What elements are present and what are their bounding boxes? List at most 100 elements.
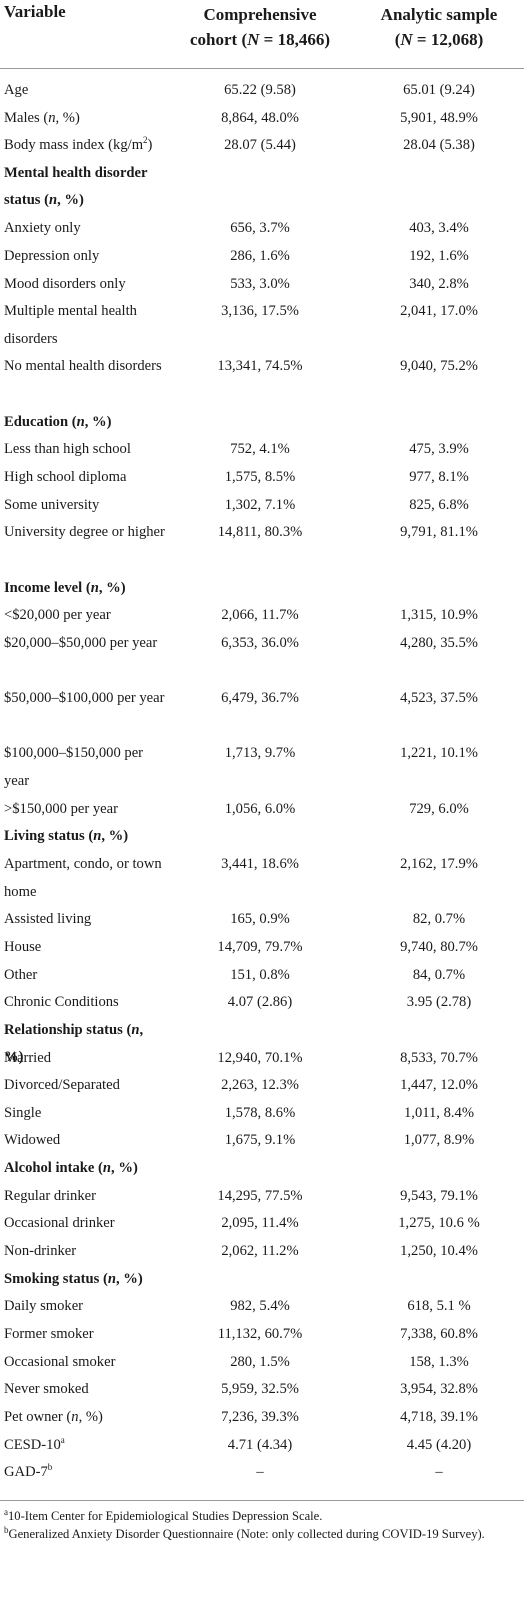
section-heading-row: Alcohol intake (n, %) xyxy=(0,1155,524,1183)
comprehensive-cohort-value: 752, 4.1% xyxy=(230,441,290,458)
table-row: >$150,000 per year 1,056, 6.0% 729, 6.0% xyxy=(0,796,524,824)
row-label: Regular drinker xyxy=(4,1187,96,1204)
table-row: Occasional smoker 280, 1.5% 158, 1.3% xyxy=(0,1349,524,1377)
comprehensive-cohort-value: 8,864, 48.0% xyxy=(221,109,299,126)
comprehensive-cohort-value: 4.71 (4.34) xyxy=(227,1436,293,1453)
analytic-sample-value: 2,041, 17.0% xyxy=(400,303,478,320)
table-body: Age 65.22 (9.58) 65.01 (9.24) Males (n, %) 8… xyxy=(0,77,524,1487)
table-row: Body mass index (kg/m2) 28.07 (5.44) 28.04… xyxy=(0,132,524,160)
row-label: >$150,000 per year xyxy=(4,800,118,817)
row-label: Less than high school xyxy=(4,441,131,458)
analytic-sample-value: 618, 5.1 % xyxy=(407,1298,471,1315)
table-row: Less than high school 752, 4.1% 475, 3.9% xyxy=(0,436,524,464)
row-label: Non-drinker xyxy=(4,1243,77,1260)
section-heading-row: Relationship status (n, %) xyxy=(0,1017,524,1066)
table-row: Age 65.22 (9.58) 65.01 (9.24) xyxy=(0,77,524,105)
analytic-sample-value: 1,221, 10.1% xyxy=(400,745,478,762)
row-label: Alcohol intake (n, %) xyxy=(4,1160,138,1177)
comprehensive-cohort-value: 165, 0.9% xyxy=(230,911,290,928)
row-label: $100,000–$150,000 per year xyxy=(4,745,144,789)
comprehensive-cohort-value: 1,575, 8.5% xyxy=(224,469,296,486)
table-row: Non-drinker 2,062, 11.2% 1,250, 10.4% xyxy=(0,1238,524,1266)
comprehensive-cohort-value: 1,713, 9.7% xyxy=(224,745,296,762)
comprehensive-cohort-value: 13,341, 74.5% xyxy=(217,358,303,375)
table-row: High school diploma 1,575, 8.5% 977, 8.1% xyxy=(0,464,524,492)
comprehensive-cohort-value: 5,959, 32.5% xyxy=(221,1381,299,1398)
comprehensive-cohort-value: 3,136, 17.5% xyxy=(221,303,299,320)
table-row: CESD-10a 4.71 (4.34) 4.45 (4.20) xyxy=(0,1432,524,1460)
comprehensive-cohort-value: 151, 0.8% xyxy=(230,966,290,983)
row-label: Some university xyxy=(4,496,100,513)
analytic-sample-value: 82, 0.7% xyxy=(412,911,466,928)
table-row: Depression only 286, 1.6% 192, 1.6% xyxy=(0,243,524,271)
row-label: Depression only xyxy=(4,247,100,264)
header-analytic-n: (N = 12,068) xyxy=(394,30,484,49)
header-comprehensive-n: cohort (N = 18,466) xyxy=(189,30,330,49)
analytic-sample-value: 28.04 (5.38) xyxy=(403,137,475,154)
comprehensive-cohort-value: 7,236, 39.3% xyxy=(221,1408,299,1425)
comprehensive-cohort-value: 1,578, 8.6% xyxy=(224,1104,296,1121)
row-label: Anxiety only xyxy=(4,220,81,237)
table-row: Some university 1,302, 7.1% 825, 6.8% xyxy=(0,492,524,520)
table-row: Former smoker 11,132, 60.7% 7,338, 60.8% xyxy=(0,1321,524,1349)
row-label: Body mass index (kg/m2) xyxy=(4,135,153,154)
analytic-sample-value: 403, 3.4% xyxy=(409,220,469,237)
comprehensive-cohort-value: 14,709, 79.7% xyxy=(217,938,303,955)
row-label: $20,000–$50,000 per year xyxy=(4,634,158,651)
table-bottom-rule xyxy=(0,1500,524,1501)
comprehensive-cohort-value: 1,302, 7.1% xyxy=(224,496,296,513)
table-row: Anxiety only 656, 3.7% 403, 3.4% xyxy=(0,215,524,243)
analytic-sample-value: 9,791, 81.1% xyxy=(400,524,478,541)
comprehensive-cohort-value: 1,675, 9.1% xyxy=(224,1132,296,1149)
comprehensive-cohort-value: – xyxy=(256,1464,264,1481)
analytic-sample-value: 5,901, 48.9% xyxy=(400,109,478,126)
comprehensive-cohort-value: 3,441, 18.6% xyxy=(221,856,299,873)
analytic-sample-value: – xyxy=(435,1464,443,1481)
row-label: Income level (n, %) xyxy=(4,579,126,596)
analytic-sample-value: 977, 8.1% xyxy=(409,469,469,486)
analytic-sample-value: 3,954, 32.8% xyxy=(400,1381,478,1398)
row-label: Smoking status (n, %) xyxy=(4,1270,143,1287)
analytic-sample-value: 1,011, 8.4% xyxy=(404,1104,474,1121)
row-label: Married xyxy=(4,1049,52,1066)
table-row: Divorced/Separated 2,263, 12.3% 1,447, 12.… xyxy=(0,1072,524,1100)
analytic-sample-value: 8,533, 70.7% xyxy=(400,1049,478,1066)
table-row: House 14,709, 79.7% 9,740, 80.7% xyxy=(0,934,524,962)
table-row: Widowed 1,675, 9.1% 1,077, 8.9% xyxy=(0,1127,524,1155)
table-row: Assisted living 165, 0.9% 82, 0.7% xyxy=(0,906,524,934)
header-comprehensive-cohort: Comprehensive cohort (N = 18,466) xyxy=(170,2,350,52)
footnotes: a10-Item Center for Epidemiological Stud… xyxy=(4,1507,518,1544)
comprehensive-cohort-value: 11,132, 60.7% xyxy=(217,1325,303,1342)
comprehensive-cohort-value: 28.07 (5.44) xyxy=(224,137,296,154)
comprehensive-cohort-value: 656, 3.7% xyxy=(230,220,290,237)
analytic-sample-value: 1,077, 8.9% xyxy=(403,1132,475,1149)
table-row: GAD-7b – – xyxy=(0,1459,524,1487)
section-heading-row: Income level (n, %) xyxy=(0,575,524,603)
header-rule xyxy=(0,68,524,69)
row-label: Mood disorders only xyxy=(4,275,126,292)
footnote-b: bGeneralized Anxiety Disorder Questionna… xyxy=(4,1524,485,1541)
analytic-sample-value: 1,275, 10.6 % xyxy=(398,1215,480,1232)
table-row: <$20,000 per year 2,066, 11.7% 1,315, 10.9… xyxy=(0,602,524,630)
comprehensive-cohort-value: 1,056, 6.0% xyxy=(224,800,296,817)
table-row: Apartment, condo, or town home 3,441, 18.… xyxy=(0,851,524,906)
analytic-sample-value: 65.01 (9.24) xyxy=(403,82,475,98)
analytic-sample-value: 9,040, 75.2% xyxy=(400,358,478,375)
analytic-sample-value: 9,543, 79.1% xyxy=(400,1187,478,1204)
comprehensive-cohort-value: 982, 5.4% xyxy=(230,1298,290,1315)
analytic-sample-value: 84, 0.7% xyxy=(412,966,466,983)
analytic-sample-value: 158, 1.3% xyxy=(409,1353,469,1370)
section-heading-row: Mental health disorder status (n, %) xyxy=(0,160,524,215)
row-label: Males (n, %) xyxy=(4,109,80,126)
row-label: Divorced/Separated xyxy=(4,1077,120,1094)
row-label: CESD-10a xyxy=(4,1434,65,1453)
row-label: <$20,000 per year xyxy=(4,607,111,624)
row-label: $50,000–$100,000 per year xyxy=(4,690,165,707)
comprehensive-cohort-value: 6,353, 36.0% xyxy=(221,634,299,651)
table-row: Married 12,940, 70.1% 8,533, 70.7% xyxy=(0,1045,524,1073)
table-row: $50,000–$100,000 per year 6,479, 36.7% 4,5… xyxy=(0,685,524,740)
row-label: Pet owner (n, %) xyxy=(4,1408,103,1425)
analytic-sample-value: 7,338, 60.8% xyxy=(400,1325,478,1342)
analytic-sample-value: 825, 6.8% xyxy=(409,496,469,513)
